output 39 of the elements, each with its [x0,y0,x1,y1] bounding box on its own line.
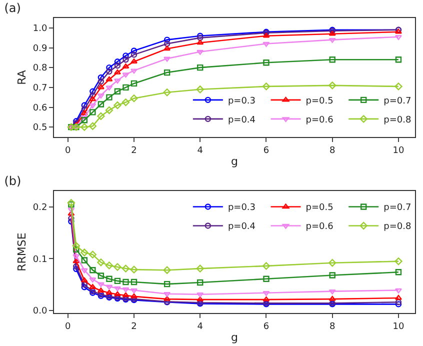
legend-label: p=0.8 [384,222,412,232]
legend-label: p=0.7 [384,96,412,106]
x-tick-label: 4 [197,146,204,156]
x-tick-label: 6 [263,322,270,332]
x-tick-label: 4 [197,322,204,332]
y-tick-label: 0.7 [32,84,48,94]
legend-label: p=0.8 [384,115,412,126]
y-tick-label: 0.1 [32,254,48,265]
x-tick-label: 0 [65,146,72,156]
x-tick-label: 10 [392,322,404,332]
chart-title: (b) [4,174,22,188]
x-tick-label: 6 [263,146,270,156]
x-axis-title: g [231,155,238,168]
x-axis-title: g [231,331,238,344]
y-tick-label: 0.0 [32,306,48,317]
y-tick-label: 1.0 [32,24,48,34]
legend-label: p=0.5 [306,203,334,214]
x-tick-label: 8 [329,146,336,156]
x-tick-label: 10 [392,146,404,156]
legend-label: p=0.6 [306,222,334,232]
legend-label: p=0.3 [228,96,256,106]
y-tick-label: 0.2 [32,203,48,214]
legend-label: p=0.4 [228,115,256,126]
x-tick-label: 2 [131,322,137,332]
y-axis-title: RA [16,70,29,85]
y-tick-label: 0.5 [32,123,48,134]
legend-label: p=0.7 [384,203,412,214]
y-tick-label: 0.9 [32,44,48,54]
x-tick-label: 0 [65,322,72,332]
y-axis-title: RRMSE [16,232,29,272]
x-tick-label: 8 [329,322,336,332]
x-tick-label: 2 [131,146,137,156]
chart-title: (a) [4,0,21,15]
y-tick-label: 0.8 [32,64,48,74]
legend-label: p=0.4 [228,222,256,232]
y-tick-label: 0.6 [32,103,48,114]
legend-label: p=0.3 [228,203,256,214]
legend-label: p=0.6 [306,115,334,126]
legend-label: p=0.5 [306,96,334,106]
